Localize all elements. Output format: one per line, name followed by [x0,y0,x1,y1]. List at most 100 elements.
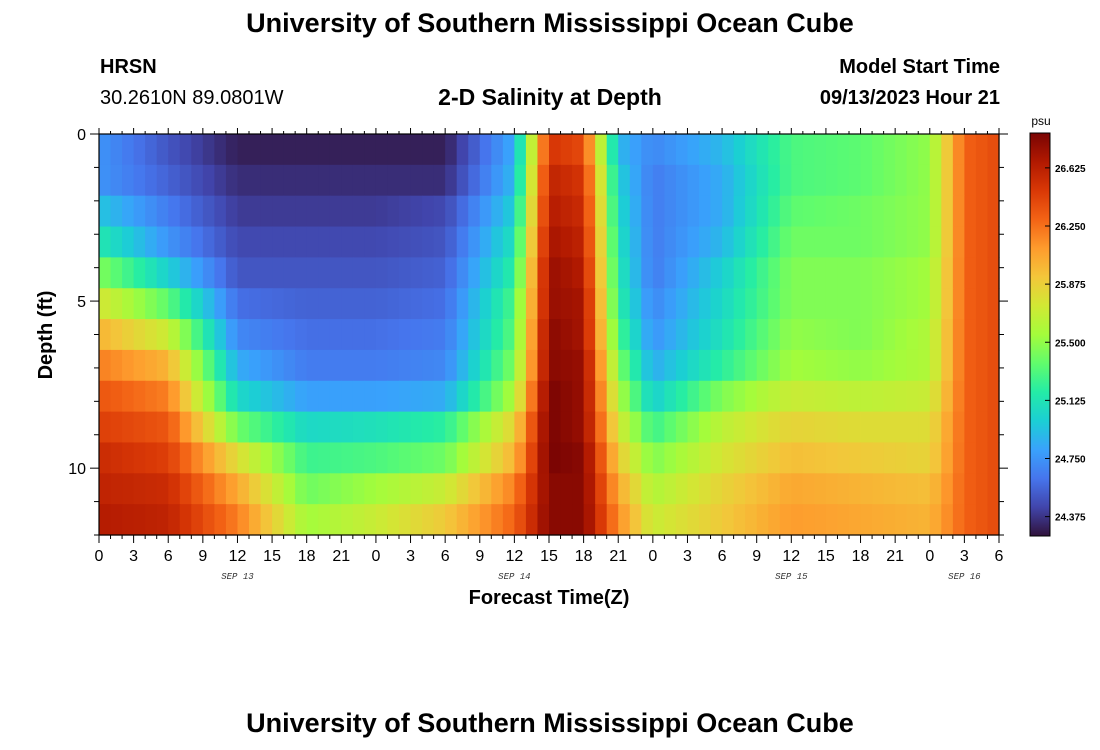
heatmap-cell [329,411,342,444]
heatmap-cell [952,411,965,444]
heatmap-cell [399,164,412,197]
heatmap-cell [733,473,746,505]
heatmap-cell [456,288,469,320]
heatmap-cell [491,257,504,289]
heatmap-cell [906,164,919,197]
heatmap-cell [652,226,665,258]
heatmap-cell [987,349,1000,382]
heatmap-cell [975,504,989,536]
heatmap-cell [537,288,550,320]
heatmap-cell [641,349,654,382]
heatmap-cell [387,226,400,258]
heatmap-cell [814,226,827,258]
heatmap-cell [883,319,896,351]
heatmap-cell [895,380,908,413]
heatmap-cell [99,164,112,197]
heatmap-cell [468,473,481,505]
heatmap-cell [249,257,262,289]
heatmap-cell [318,473,331,505]
heatmap-cell [779,473,792,505]
heatmap-cell [445,195,458,228]
heatmap-cell [306,319,319,351]
heatmap-cell [122,473,135,505]
heatmap-cell [583,473,596,505]
heatmap-cell [733,226,746,258]
heatmap-cell [272,195,285,228]
heatmap-cell [306,504,319,536]
heatmap-cell [191,319,204,351]
heatmap-cell [872,195,885,228]
heatmap-cell [99,319,112,351]
heatmap-cell [456,164,469,197]
heatmap-cell [502,504,515,536]
heatmap-cell [745,473,758,505]
heatmap-cell [572,257,585,289]
heatmap-cell [629,195,642,228]
heatmap-cell [883,349,896,382]
x-tick-label: 0 [95,548,104,565]
heatmap-cell [952,442,965,474]
heatmap-cell [802,257,815,289]
heatmap-cell [860,319,873,351]
heatmap-cell [987,504,1000,536]
date-labels: SEP 13 SEP 14 SEP 15 SEP 16 [221,572,981,582]
heatmap-cell [756,257,769,289]
heatmap-cell [122,257,135,289]
heatmap-cell [145,319,158,351]
heatmap-cell [329,319,342,351]
heatmap-cell [145,380,158,413]
heatmap-cell [814,195,827,228]
heatmap-cell [964,349,977,382]
heatmap-cell [525,319,539,351]
heatmap-cell [941,288,954,320]
heatmap-cell [249,442,262,474]
heatmap-cell [641,473,654,505]
heatmap-cell [179,164,192,197]
heatmap-cell [549,195,562,228]
heatmap-cell [802,380,815,413]
heatmap-cell [156,473,169,505]
heatmap-cell [779,288,792,320]
heatmap-cell [272,349,285,382]
heatmap-cell [468,195,481,228]
heatmap-cell [860,134,873,166]
heatmap-cell [652,411,665,444]
heatmap-cell [502,473,515,505]
heatmap-cell [260,442,273,474]
heatmap-cell [514,319,527,351]
heatmap-cell [710,195,723,228]
heatmap-cell [341,226,354,258]
heatmap-cell [387,257,400,289]
heatmap-cell [906,319,919,351]
heatmap-cell [191,504,204,536]
heatmap-cell [687,411,700,444]
heatmap-cell [756,164,769,197]
heatmap-cell [364,411,377,444]
heatmap-cell [802,134,815,166]
heatmap-cell [295,411,308,444]
heatmap-cell [514,164,527,197]
heatmap-cell [479,473,492,505]
heatmap-cell [249,411,262,444]
heatmap-cell [295,257,308,289]
heatmap-cell [572,134,585,166]
heatmap-cell [572,349,585,382]
heatmap-cell [283,473,296,505]
heatmap-cell [422,134,435,166]
heatmap-cell [687,134,700,166]
heatmap-cell [364,195,377,228]
heatmap-cell [122,442,135,474]
heatmap-cell [525,257,539,289]
heatmap-cell [445,411,458,444]
heatmap-cell [260,411,273,444]
heatmap-cell [883,504,896,536]
heatmap-cell [652,380,665,413]
x-tick-label: 6 [995,548,1004,565]
heatmap-cell [814,349,827,382]
heatmap-cell [283,195,296,228]
heatmap-cell [214,380,227,413]
heatmap-cell [329,349,342,382]
heatmap-cell [202,134,215,166]
heatmap-cell [110,257,123,289]
heatmap-cell [352,349,365,382]
